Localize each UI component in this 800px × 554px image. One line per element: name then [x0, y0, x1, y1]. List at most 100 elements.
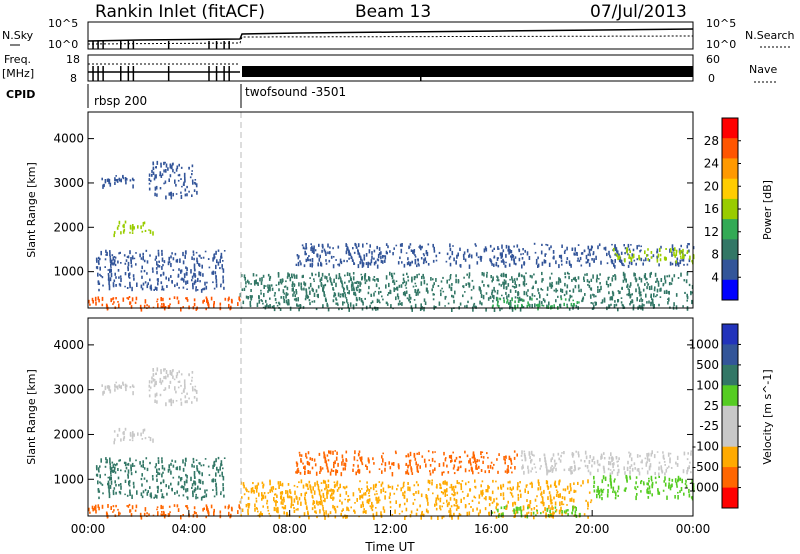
echo-cell: [148, 187, 151, 191]
echo-cell: [614, 246, 617, 251]
echo-cell: [470, 289, 473, 291]
echo-cell: [526, 251, 529, 256]
echo-cell: [465, 504, 467, 508]
echo-cell: [193, 396, 196, 399]
echo-cell: [569, 263, 571, 266]
echo-cell: [469, 489, 472, 491]
echo-cell: [471, 499, 474, 502]
echo-cell: [630, 261, 633, 266]
echo-cell: [157, 278, 159, 282]
echo-cell: [168, 399, 171, 403]
echo-cell: [502, 272, 505, 278]
echo-cell: [574, 513, 577, 517]
echo-cell: [204, 458, 207, 460]
echo-cell: [336, 489, 339, 492]
echo-cell: [541, 271, 543, 276]
echo-cell: [475, 465, 477, 470]
echo-cell: [490, 260, 493, 264]
echo-cell: [598, 243, 601, 247]
echo-cell: [102, 284, 104, 287]
echo-cell: [630, 257, 633, 262]
echo-cell: [133, 465, 136, 467]
echo-cell: [338, 263, 341, 267]
echo-cell: [115, 284, 117, 287]
echo-cell: [243, 493, 246, 496]
echo-cell: [677, 495, 679, 500]
echo-cell: [165, 169, 167, 173]
echo-cell: [472, 285, 475, 290]
echo-cell: [513, 515, 516, 518]
echo-cell: [156, 506, 159, 509]
echo-cell: [182, 306, 184, 308]
echo-cell: [361, 277, 363, 281]
echo-cell: [612, 275, 614, 277]
echo-cell: [479, 300, 481, 305]
echo-cell: [338, 307, 340, 311]
echo-cell: [474, 243, 477, 246]
echo-cell: [92, 508, 94, 512]
echo-cell: [157, 249, 160, 252]
echo-cell: [113, 487, 116, 490]
echo-cell: [141, 287, 144, 291]
echo-cell: [300, 285, 303, 290]
echo-cell: [373, 462, 375, 465]
echo-cell: [496, 291, 499, 295]
echo-cell: [398, 513, 401, 515]
echo-cell: [623, 244, 625, 247]
echo-cell: [668, 477, 671, 482]
echo-cell: [568, 273, 570, 275]
scatter-region: [148, 160, 198, 200]
echo-cell: [199, 254, 201, 258]
echo-cell: [606, 252, 608, 257]
echo-cell: [212, 464, 214, 470]
echo-cell: [315, 289, 318, 293]
echo-cell: [310, 489, 312, 493]
echo-cell: [546, 304, 548, 309]
echo-cell: [514, 290, 517, 293]
echo-cell: [650, 285, 653, 290]
echo-cell: [471, 279, 474, 282]
echo-cell: [615, 492, 617, 497]
echo-cell: [613, 462, 615, 466]
echo-cell: [363, 256, 366, 260]
echo-cell: [117, 508, 119, 511]
echo-cell: [114, 480, 116, 484]
echo-cell: [98, 282, 101, 285]
echo-cell: [155, 267, 158, 270]
echo-cell: [635, 476, 638, 479]
echo-cell: [152, 161, 154, 165]
echo-cell: [505, 253, 507, 258]
echo-cell: [329, 450, 332, 455]
echo-cell: [216, 259, 218, 264]
echo-cell: [308, 255, 310, 257]
echo-cell: [193, 272, 195, 277]
echo-cell: [600, 285, 602, 291]
echo-cell: [195, 495, 197, 500]
echo-cell: [326, 279, 329, 283]
echo-cell: [362, 262, 365, 267]
echo-cell: [593, 475, 595, 480]
echo-cell: [451, 459, 453, 462]
echo-cell: [546, 469, 548, 472]
echo-cell: [399, 243, 402, 247]
echo-cell: [387, 484, 390, 489]
echo-cell: [413, 249, 416, 253]
echo-cell: [506, 298, 509, 303]
echo-cell: [269, 297, 271, 300]
echo-cell: [559, 280, 562, 283]
echo-cell: [561, 501, 563, 506]
echo-cell: [569, 498, 571, 502]
echo-cell: [691, 291, 693, 294]
echo-cell: [485, 496, 487, 501]
echo-cell: [611, 296, 614, 301]
echo-cell: [162, 288, 165, 291]
echo-cell: [674, 247, 676, 252]
echo-cell: [442, 290, 445, 293]
echo-cell: [182, 459, 184, 464]
echo-cell: [321, 505, 324, 507]
echo-cell: [307, 512, 309, 516]
echo-cell: [161, 303, 163, 305]
nave-tick-bottom: 0: [708, 72, 715, 85]
echo-cell: [177, 386, 180, 389]
colorbar-segment: [722, 385, 738, 407]
